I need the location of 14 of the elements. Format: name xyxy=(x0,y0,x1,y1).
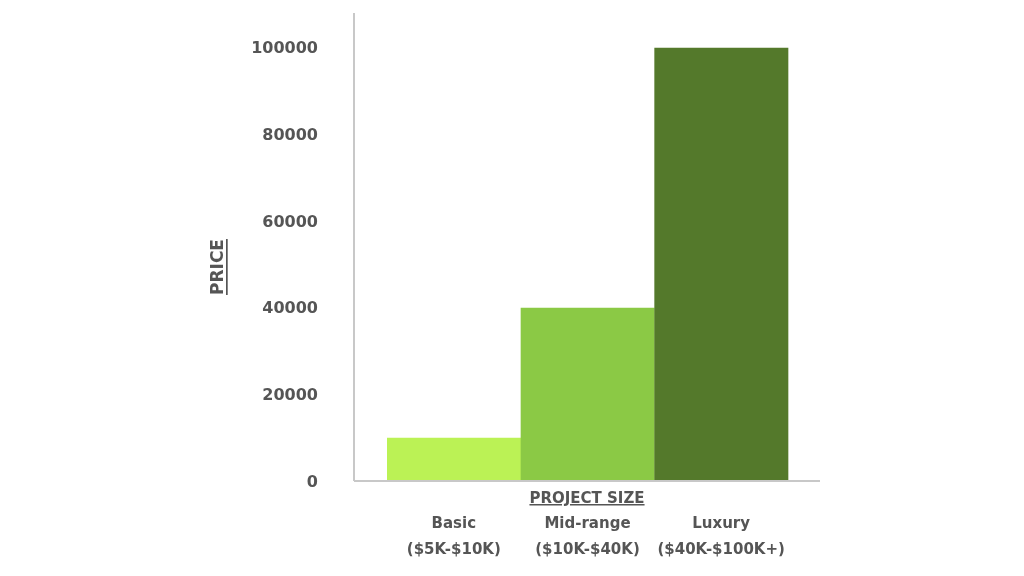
y-tick-label: 100000 xyxy=(251,38,318,58)
y-tick-label: 60000 xyxy=(262,211,318,231)
y-axis-title: PRICE xyxy=(207,239,227,295)
x-tick-label: Mid-range ($10K-$40K) xyxy=(535,514,640,558)
y-tick-label: 0 xyxy=(306,471,318,491)
x-tick-label: Basic ($5K-$10K) xyxy=(406,514,501,558)
y-tick-label: 40000 xyxy=(262,298,318,318)
y-tick-label: 80000 xyxy=(262,125,318,145)
x-tick-label: Luxury ($40K-$100K+) xyxy=(657,514,785,558)
y-tick-label: 20000 xyxy=(262,385,318,405)
bar xyxy=(654,47,789,481)
bar xyxy=(520,307,655,481)
bar xyxy=(387,437,521,481)
x-axis-title: PROJECT SIZE xyxy=(529,489,645,507)
